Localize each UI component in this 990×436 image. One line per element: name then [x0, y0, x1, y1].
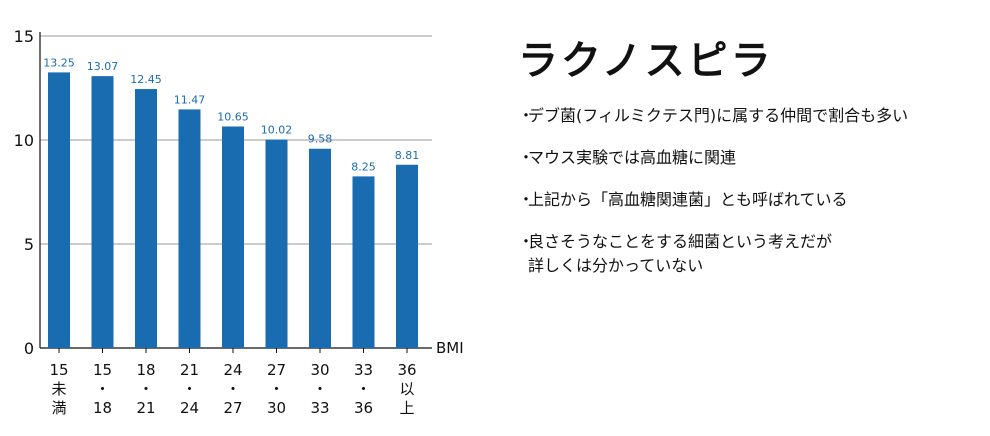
bar — [222, 126, 244, 348]
x-tick-label: ・ — [95, 380, 110, 398]
x-tick-label: ・ — [312, 380, 327, 398]
y-tick-label: 15 — [14, 27, 34, 46]
x-tick-label: 15 — [93, 361, 112, 379]
x-tick-label: 21 — [136, 399, 155, 417]
x-tick-label: 36 — [397, 361, 416, 379]
x-tick-label: 満 — [51, 399, 66, 417]
bar — [309, 148, 331, 348]
x-tick-label: ・ — [269, 380, 284, 398]
x-tick-label: 21 — [180, 361, 199, 379]
x-tick-label: 33 — [310, 399, 329, 417]
note-item: ・デブ菌(フィルミクテス門)に属する仲間で割合も多い — [518, 104, 978, 128]
note-item: ・マウス実験では高血糖に関連 — [518, 146, 978, 170]
bar — [396, 164, 418, 348]
data-label: 10.02 — [261, 124, 293, 137]
note-text: 良さそうなことをする細菌という考えだが 詳しくは分かっていない — [528, 232, 833, 275]
bar — [352, 176, 375, 348]
note-text: デブ菌(フィルミクテス門)に属する仲間で割合も多い — [528, 106, 909, 125]
x-tick-label: 27 — [223, 399, 242, 417]
x-tick-label: 36 — [354, 399, 373, 417]
notes-list: ・デブ菌(フィルミクテス門)に属する仲間で割合も多い ・マウス実験では高血糖に関… — [518, 104, 978, 296]
bar — [91, 76, 114, 349]
data-label: 12.45 — [130, 73, 162, 86]
note-text: マウス実験では高血糖に関連 — [528, 148, 737, 167]
bar — [178, 109, 201, 348]
x-tick-label: 30 — [310, 361, 329, 379]
data-label: 13.25 — [43, 56, 75, 69]
data-label: 11.47 — [174, 93, 206, 106]
x-tick-label: ・ — [356, 380, 371, 398]
x-tick-label: 27 — [267, 361, 286, 379]
bullet-icon: ・ — [518, 148, 535, 167]
x-tick-label: ・ — [138, 380, 153, 398]
x-tick-label: 15 — [49, 361, 68, 379]
note-text: 上記から「高血糖関連菌」とも呼ばれている — [528, 190, 848, 209]
x-tick-label: ・ — [182, 380, 197, 398]
x-tick-label: 24 — [180, 399, 199, 417]
data-label: 13.07 — [87, 60, 119, 73]
data-label: 8.25 — [351, 160, 376, 173]
y-tick-label: 10 — [14, 131, 34, 150]
x-tick-label: 33 — [354, 361, 373, 379]
bullet-icon: ・ — [518, 190, 535, 209]
x-axis-name: BMI — [436, 339, 464, 357]
x-tick-label: 30 — [267, 399, 286, 417]
x-tick-label: 上 — [399, 399, 414, 417]
bullet-icon: ・ — [518, 106, 535, 125]
data-label: 9.58 — [308, 133, 333, 146]
x-tick-label: 18 — [136, 361, 155, 379]
y-tick-label: 5 — [24, 235, 34, 254]
x-tick-label: 18 — [93, 399, 112, 417]
y-tick-label: 0 — [24, 339, 34, 358]
bullet-icon: ・ — [518, 232, 535, 251]
note-item: ・上記から「高血糖関連菌」とも呼ばれている — [518, 188, 978, 212]
data-label: 10.65 — [217, 110, 249, 123]
x-tick-label: 24 — [223, 361, 242, 379]
note-item: ・良さそうなことをする細菌という考えだが 詳しくは分かっていない — [518, 230, 978, 278]
bar — [135, 89, 157, 348]
x-tick-label: ・ — [225, 380, 240, 398]
bar — [265, 139, 288, 348]
bar — [48, 72, 70, 349]
panel-title: ラクノスピラ — [518, 38, 774, 84]
x-tick-label: 以 — [399, 380, 414, 398]
data-label: 8.81 — [395, 149, 420, 162]
x-tick-label: 未 — [51, 380, 66, 398]
bar-chart: 051015BMI13.2515未満13.0715・1812.4518・2111… — [14, 27, 464, 417]
